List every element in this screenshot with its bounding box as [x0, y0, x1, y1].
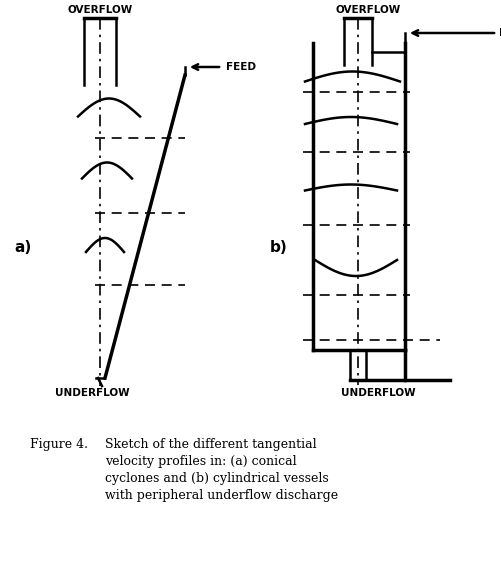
Text: b): b): [270, 241, 287, 256]
Text: FEED: FEED: [225, 62, 256, 72]
Text: Sketch of the different tangential: Sketch of the different tangential: [105, 438, 316, 451]
Text: OVERFLOW: OVERFLOW: [67, 5, 132, 15]
Text: UNDERFLOW: UNDERFLOW: [55, 388, 129, 398]
Text: Figure 4.: Figure 4.: [30, 438, 88, 451]
Text: with peripheral underflow discharge: with peripheral underflow discharge: [105, 489, 338, 502]
Text: FEED: FEED: [498, 28, 501, 38]
Text: OVERFLOW: OVERFLOW: [335, 5, 400, 15]
Text: velocity profiles in: (a) conical: velocity profiles in: (a) conical: [105, 455, 296, 468]
Text: UNDERFLOW: UNDERFLOW: [340, 388, 414, 398]
Text: a): a): [14, 241, 31, 256]
Text: cyclones and (b) cylindrical vessels: cyclones and (b) cylindrical vessels: [105, 472, 328, 485]
